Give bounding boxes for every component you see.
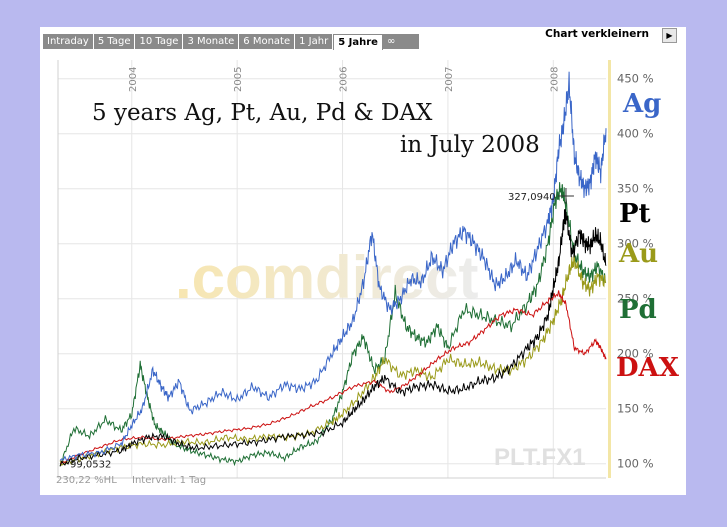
tab-5-years[interactable]: 5 Jahre <box>333 34 383 50</box>
y-tick-label: 300 % <box>617 237 654 251</box>
y-tick-label: 350 % <box>617 182 654 196</box>
y-tick-label: 200 % <box>617 347 654 361</box>
play-arrow-icon[interactable]: ▶ <box>662 28 677 43</box>
series-label-dax: DAX <box>616 353 680 383</box>
x-tick-label: 2006 <box>339 67 350 92</box>
x-tick-label: 2008 <box>549 67 560 92</box>
tab-5-days[interactable]: 5 Tage <box>93 34 136 49</box>
chart-title-line2: in July 2008 <box>400 132 540 158</box>
series-label-ag: Ag <box>622 89 661 119</box>
y-tick-label: 450 % <box>617 72 654 86</box>
footer-stat: 230,22 %HL <box>56 475 117 486</box>
watermark: .comdirect <box>175 244 478 311</box>
peak-value-label: 327,0940 <box>508 192 556 203</box>
chart-series <box>59 71 607 467</box>
shrink-chart-link[interactable]: Chart verkleinern <box>545 28 649 40</box>
right-edge-bar <box>608 60 611 478</box>
tab-intraday[interactable]: Intraday <box>43 34 94 49</box>
x-axis-ticks: 2004 2005 2006 2007 2008 <box>128 67 561 92</box>
x-tick-label: 2004 <box>128 67 139 92</box>
y-axis-ticks: 100 % 150 % 200 % 250 % 300 % 350 % 400 % 450 % <box>617 72 654 471</box>
tab-1-year[interactable]: 1 Jahr <box>295 34 334 49</box>
series-labels: Ag Pt Au Pd DAX <box>616 89 680 383</box>
series-line-pd <box>59 182 607 467</box>
start-value-label: 99,0532 <box>70 460 111 471</box>
chart-grid <box>57 60 606 479</box>
series-label-pt: Pt <box>619 199 651 229</box>
tab-all[interactable]: ∞ <box>382 34 420 49</box>
x-tick-label: 2007 <box>444 67 455 92</box>
y-tick-label: 150 % <box>617 402 654 416</box>
tab-3-months[interactable]: 3 Monate <box>183 34 240 49</box>
y-tick-label: 250 % <box>617 292 654 306</box>
symbol-label: PLT.FX1 <box>494 444 586 471</box>
series-label-pd: Pd <box>619 295 657 325</box>
tab-6-months[interactable]: 6 Monate <box>239 34 296 49</box>
y-tick-label: 100 % <box>617 457 654 471</box>
range-tab-bar: Intraday 5 Tage 10 Tage 3 Monate 6 Monat… <box>43 34 420 50</box>
annotations: 327,0940 99,0532 <box>70 188 574 471</box>
series-line-pt <box>59 209 607 467</box>
series-line-ag <box>59 71 607 462</box>
tab-10-days[interactable]: 10 Tage <box>135 34 184 49</box>
chart-title-line1: 5 years Ag, Pt, Au, Pd & DAX <box>92 100 433 126</box>
x-tick-label: 2005 <box>233 67 244 92</box>
y-tick-label: 400 % <box>617 127 654 141</box>
footer-interval: Intervall: 1 Tag <box>132 475 207 486</box>
series-label-au: Au <box>618 239 658 269</box>
